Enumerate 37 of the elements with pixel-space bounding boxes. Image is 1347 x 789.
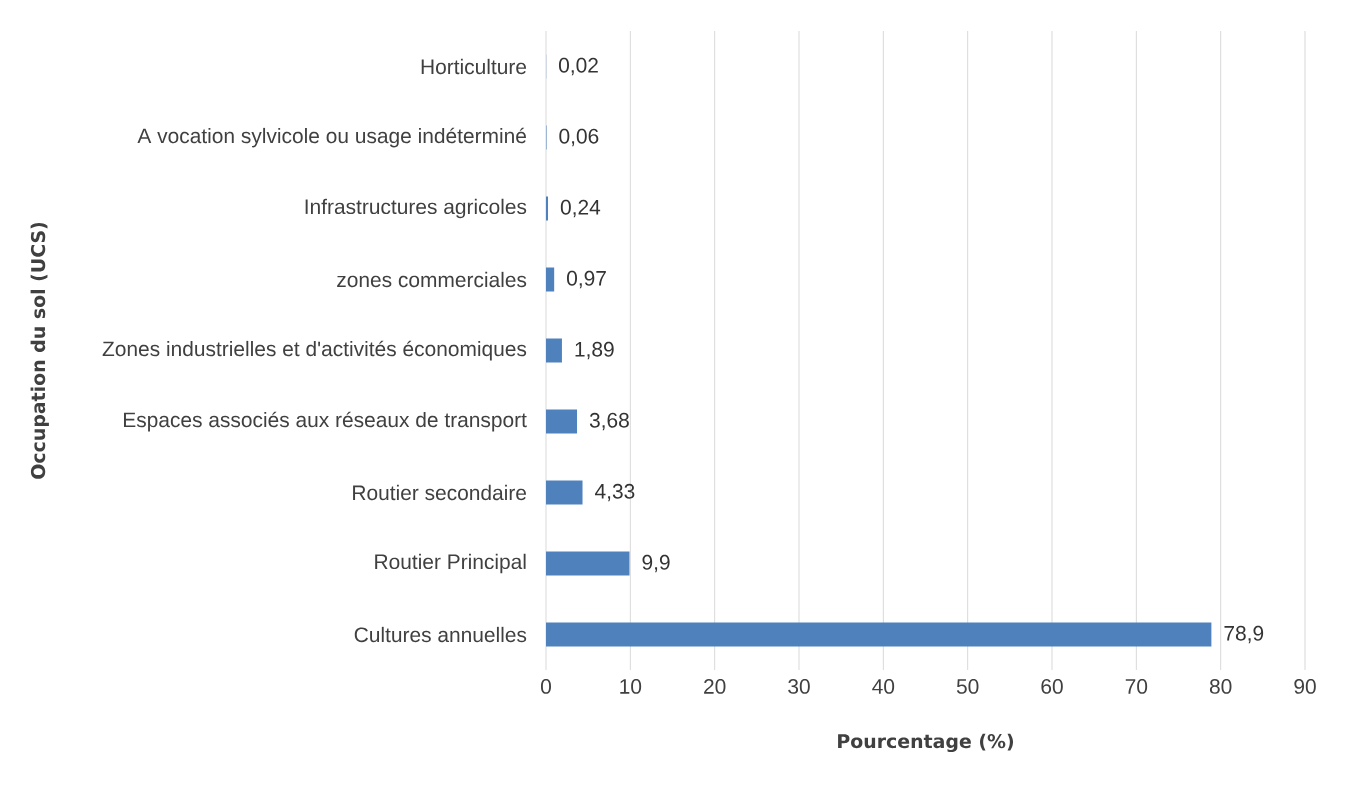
x-tick-label: 10 [620, 679, 642, 694]
x-tick-label: 50 [956, 679, 979, 694]
bar [546, 267, 555, 292]
y-axis-title: Occupation du sol (UCS) [30, 222, 49, 479]
x-tick-label: 80 [1209, 679, 1232, 694]
bar [546, 622, 1212, 647]
data-label: 4,33 [595, 483, 635, 502]
y-tick-label: Horticulture [421, 58, 527, 75]
data-label: 78,9 [1224, 625, 1264, 644]
x-tick-label: 40 [872, 679, 895, 694]
y-tick-label: Espaces associés aux réseaux de transport [124, 411, 527, 432]
x-tick-label: 0 [540, 679, 551, 694]
x-tick-label: 20 [704, 679, 726, 694]
y-tick-label: Infrastructures agricoles [305, 198, 527, 219]
data-label: 9,9 [642, 554, 670, 573]
y-tick-label: zones commerciales [337, 271, 527, 288]
bar [546, 409, 578, 434]
data-label: 0,24 [560, 199, 601, 218]
x-axis-title: Pourcentage (%) [838, 733, 1014, 753]
y-tick-label: Routier secondaire [353, 484, 526, 501]
data-label: 3,68 [589, 412, 629, 431]
x-tick-label: 90 [1294, 679, 1316, 694]
bar [546, 551, 630, 576]
y-tick-label: Routier Principal [375, 553, 526, 574]
data-label: 0,02 [559, 57, 598, 76]
y-tick-label: A vocation sylvicole ou usage indéterminé [137, 127, 526, 148]
data-label: 1,89 [575, 341, 614, 360]
x-tick-label: 70 [1125, 679, 1148, 694]
x-tick-label: 30 [788, 679, 810, 694]
data-label: 0,97 [567, 270, 606, 289]
bar [546, 480, 583, 505]
y-tick-label: Cultures annuelles [354, 626, 527, 643]
bar [546, 196, 549, 221]
x-tick-label: 60 [1041, 679, 1063, 694]
y-tick-label: Zones industrielles et d'activités économiques [102, 340, 527, 361]
bar [546, 338, 562, 363]
data-label: 0,06 [559, 128, 599, 147]
